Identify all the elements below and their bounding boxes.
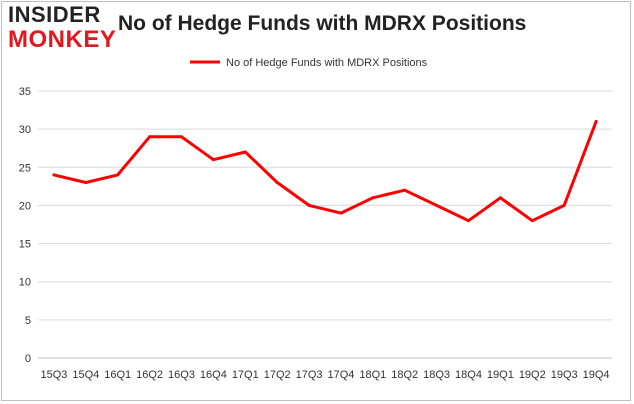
data-point: [339, 211, 343, 215]
data-point: [403, 188, 407, 192]
data-point: [52, 173, 56, 177]
x-tick-label: 19Q2: [519, 369, 546, 381]
x-tick-label: 18Q2: [391, 369, 418, 381]
x-tick-label: 16Q4: [200, 369, 227, 381]
x-tick-label: 16Q2: [136, 369, 163, 381]
x-tick-label: 17Q2: [264, 369, 291, 381]
x-tick-label: 17Q1: [232, 369, 259, 381]
y-tick-label: 20: [19, 200, 31, 212]
x-tick-label: 19Q1: [487, 369, 514, 381]
data-point: [275, 181, 279, 185]
x-tick-label: 19Q4: [583, 369, 610, 381]
legend-label: No of Hedge Funds with MDRX Positions: [226, 57, 428, 69]
data-point: [84, 181, 88, 185]
data-point: [307, 203, 311, 207]
x-tick-label: 17Q3: [296, 369, 323, 381]
insider-monkey-logo: INSIDER MONKEY: [8, 4, 116, 54]
data-point: [116, 173, 120, 177]
y-tick-label: 5: [25, 315, 31, 327]
data-point: [498, 196, 502, 200]
series-line-0: [52, 120, 598, 223]
x-tick-label: 15Q4: [72, 369, 99, 381]
x-tick-label: 15Q3: [40, 369, 67, 381]
data-point: [371, 196, 375, 200]
data-point: [594, 120, 598, 124]
data-point: [435, 203, 439, 207]
data-point: [180, 135, 183, 139]
data-point: [211, 158, 215, 162]
data-point: [243, 150, 247, 154]
chart-title: No of Hedge Funds with MDRX Positions: [118, 12, 527, 35]
logo-line-1: INSIDER: [8, 2, 101, 27]
y-tick-label: 0: [25, 353, 31, 365]
data-point: [530, 219, 534, 223]
x-tick-label: 18Q3: [423, 369, 450, 381]
y-tick-label: 10: [19, 277, 31, 289]
x-tick-label: 18Q4: [455, 369, 482, 381]
x-tick-label: 17Q4: [327, 369, 354, 381]
logo-line-2: MONKEY: [8, 26, 117, 53]
y-tick-label: 25: [19, 162, 31, 174]
y-tick-label: 30: [19, 124, 31, 136]
x-tick-label: 16Q1: [104, 369, 131, 381]
x-tick-label: 16Q3: [168, 369, 195, 381]
data-point: [562, 203, 566, 207]
x-tick-label: 19Q3: [551, 369, 578, 381]
y-tick-label: 35: [19, 86, 31, 98]
data-point: [148, 135, 152, 139]
data-point: [467, 219, 470, 223]
y-tick-label: 15: [19, 239, 31, 251]
x-tick-label: 18Q1: [359, 369, 386, 381]
